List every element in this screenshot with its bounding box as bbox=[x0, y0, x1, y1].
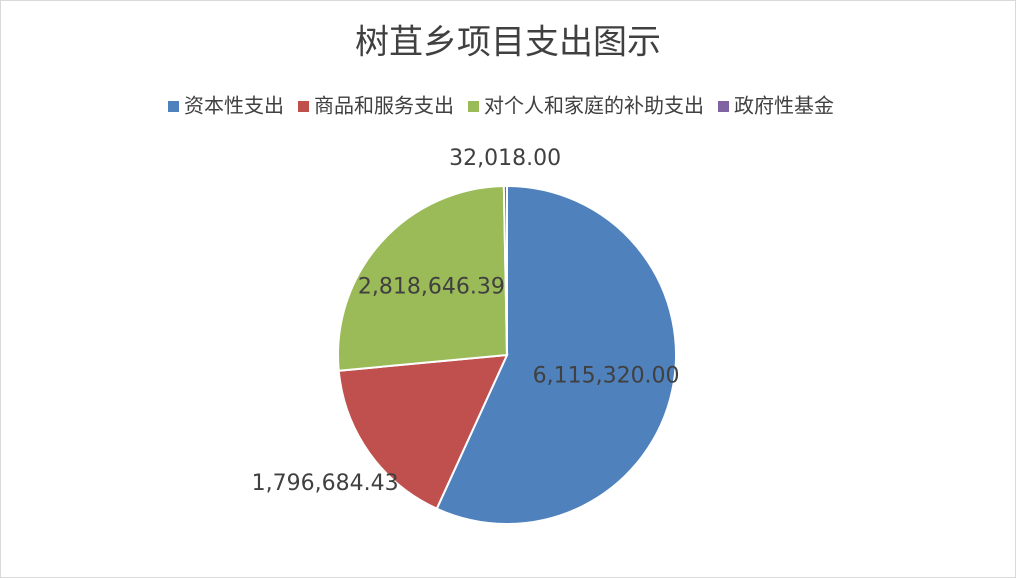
legend-swatch bbox=[718, 101, 729, 112]
pie-slice bbox=[435, 184, 677, 525]
chart-title: 树苴乡项目支出图示 bbox=[355, 23, 661, 63]
pie: 6,115,320.00 1,796,684.43 2,818,646.39 32,0… bbox=[252, 146, 680, 525]
pie-slice bbox=[337, 353, 509, 511]
legend-label: 商品和服务支出 bbox=[314, 94, 454, 118]
legend-label: 政府性基金 bbox=[734, 94, 834, 118]
data-label: 1,796,684.43 bbox=[252, 471, 399, 496]
legend-swatch bbox=[468, 101, 479, 112]
data-label: 6,115,320.00 bbox=[533, 364, 680, 389]
data-label: 32,018.00 bbox=[449, 146, 561, 171]
pie-slice bbox=[337, 185, 509, 372]
legend-swatch bbox=[298, 101, 309, 112]
legend: 资本性支出 商品和服务支出 对个人和家庭的补助支出 政府性基金 bbox=[168, 94, 834, 118]
data-label: 2,818,646.39 bbox=[358, 274, 505, 299]
legend-swatch bbox=[168, 101, 179, 112]
pie-slice bbox=[502, 184, 508, 356]
legend-label: 资本性支出 bbox=[184, 94, 284, 118]
legend-label: 对个人和家庭的补助支出 bbox=[484, 94, 704, 118]
